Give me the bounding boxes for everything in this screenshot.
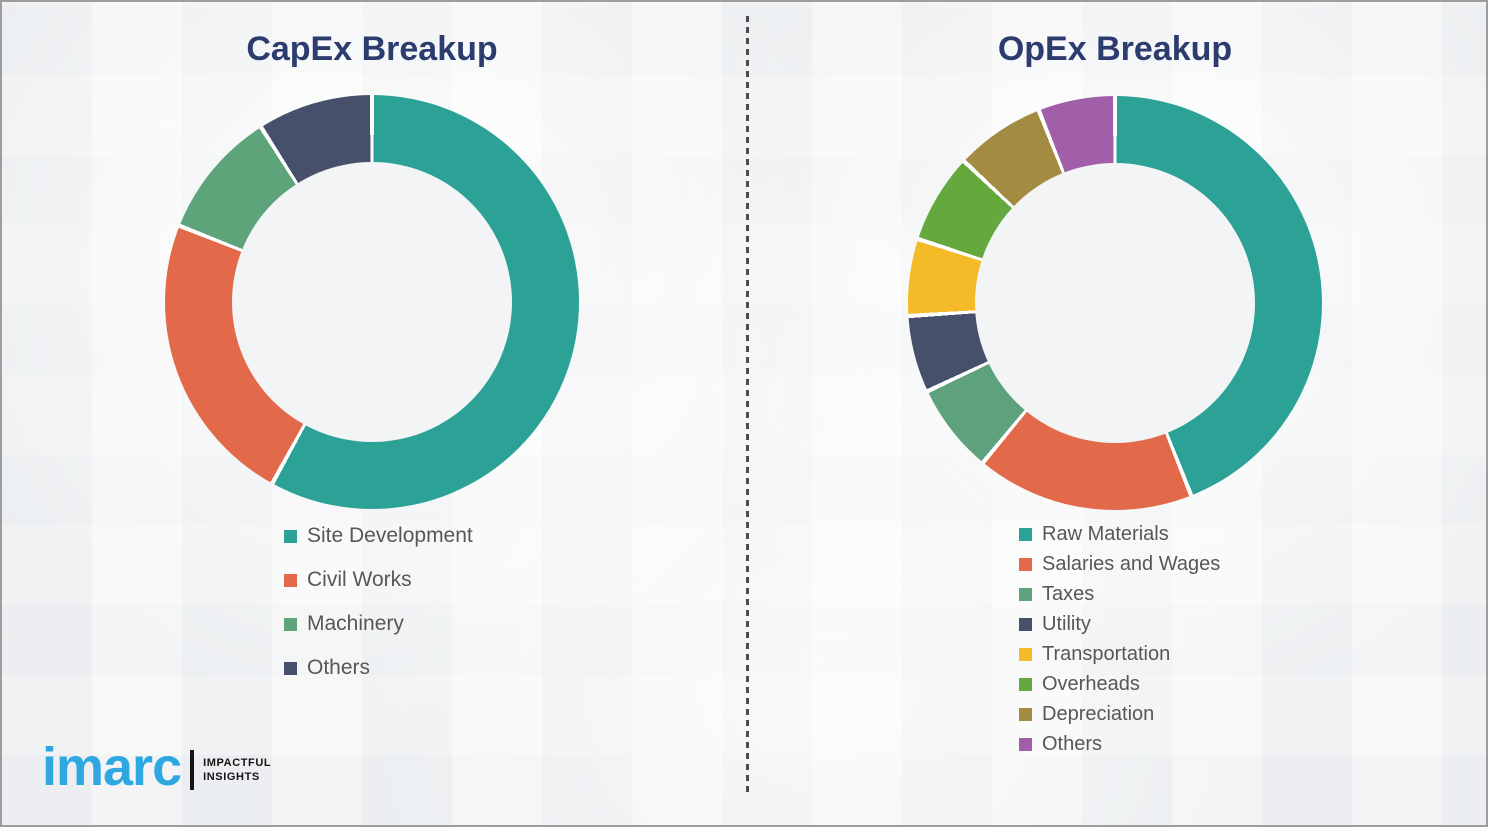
legend-item: Others — [284, 646, 473, 690]
opex-donut-chart — [908, 96, 1322, 510]
capex-chart-title: CapEx Breakup — [246, 30, 498, 68]
legend-label: Transportation — [1042, 642, 1171, 665]
legend-label: Site Development — [307, 524, 473, 547]
legend-swatch — [1019, 737, 1032, 751]
legend-swatch — [1019, 677, 1032, 691]
legend-label: Overheads — [1042, 672, 1140, 695]
imarc-logo-wordmark: imarc — [42, 737, 182, 797]
logo-tagline-line1: IMPACTFUL — [203, 757, 272, 769]
logo-divider-bar — [190, 750, 195, 790]
legend-swatch — [1019, 587, 1032, 601]
legend-item: Machinery — [284, 602, 473, 646]
capex-donut-hole — [232, 162, 512, 442]
legend-swatch — [1019, 527, 1032, 541]
legend-item: Depreciation — [1019, 699, 1220, 729]
legend-swatch — [1019, 557, 1032, 571]
legend-swatch — [284, 573, 297, 587]
logo-tagline: IMPACTFUL INSIGHTS — [203, 756, 271, 784]
legend-item: Raw Materials — [1019, 519, 1220, 549]
legend-swatch — [1019, 707, 1032, 721]
capex-legend: Site Development Civil Works Machinery Othe… — [284, 514, 473, 690]
legend-swatch — [284, 529, 297, 543]
legend-item: Civil Works — [284, 558, 473, 602]
opex-donut-hole — [975, 163, 1255, 443]
legend-swatch — [284, 617, 297, 631]
legend-label: Salaries and Wages — [1042, 552, 1221, 575]
legend-label: Raw Materials — [1042, 522, 1169, 545]
legend-label: Others — [1042, 732, 1103, 755]
legend-label: Others — [307, 656, 371, 679]
capex-donut-chart — [165, 95, 579, 509]
legend-label: Utility — [1042, 612, 1091, 635]
legend-label: Taxes — [1042, 582, 1095, 605]
legend-item: Site Development — [284, 514, 473, 558]
legend-item: Transportation — [1019, 639, 1220, 669]
legend-swatch — [1019, 617, 1032, 631]
legend-item: Overheads — [1019, 669, 1220, 699]
legend-item: Taxes — [1019, 579, 1220, 609]
legend-label: Machinery — [307, 612, 404, 635]
legend-swatch — [284, 661, 297, 675]
legend-label: Civil Works — [307, 568, 412, 591]
legend-item: Utility — [1019, 609, 1220, 639]
legend-label: Depreciation — [1042, 702, 1155, 725]
legend-item: Others — [1019, 729, 1220, 759]
vertical-dashed-divider — [746, 16, 749, 792]
opex-chart-title: OpEx Breakup — [997, 30, 1233, 68]
legend-swatch — [1019, 647, 1032, 661]
opex-legend: Raw Materials Salaries and Wages Taxes Util… — [1019, 519, 1220, 759]
legend-item: Salaries and Wages — [1019, 549, 1220, 579]
logo-tagline-line2: INSIGHTS — [203, 771, 260, 783]
imarc-logo: imarc IMPACTFUL INSIGHTS — [42, 740, 271, 794]
